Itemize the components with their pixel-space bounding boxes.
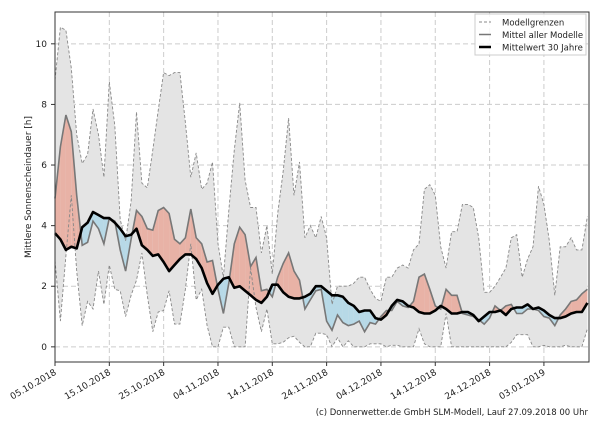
x-tick-label: 05.10.2018 [9,368,59,403]
y-axis: 0 2 4 6 8 10 [36,40,55,353]
y-tick-label: 6 [41,161,47,171]
y-axis-label: Mittlere Sonnenscheindauer [h] [24,116,34,258]
above-normal-fill [419,274,424,313]
model-range-band [55,27,587,347]
x-tick-label: 14.12.2018 [389,368,439,403]
legend-label-range: Modellgrenzen [502,19,564,29]
above-normal-fill [452,295,457,313]
x-tick-label: 24.11.2018 [280,368,330,403]
x-tick-label: 24.12.2018 [443,368,493,403]
x-tick-label: 03.01.2019 [498,368,548,403]
x-tick-label: 04.11.2018 [172,368,222,403]
legend-label-climate: Mittelwert 30 Jahre [502,44,583,54]
x-tick-label: 25.10.2018 [118,368,168,403]
y-tick-label: 4 [41,222,47,232]
above-normal-fill [240,227,245,291]
x-tick-label: 14.11.2018 [226,368,276,403]
model-range-area [55,27,587,347]
footer-credit: (c) Donnerwetter.de GmbH SLM-Modell, Lau… [316,408,589,418]
y-tick-label: 8 [41,100,47,110]
x-tick-label: 04.12.2018 [335,368,385,403]
legend-label-mean: Mittel aller Modelle [502,31,583,41]
x-tick-label: 15.10.2018 [63,368,113,403]
y-tick-label: 10 [36,40,48,50]
y-tick-label: 2 [41,282,47,292]
y-tick-label: 0 [41,343,47,353]
legend: Modellgrenzen Mittel aller Modelle Mitte… [475,14,586,55]
